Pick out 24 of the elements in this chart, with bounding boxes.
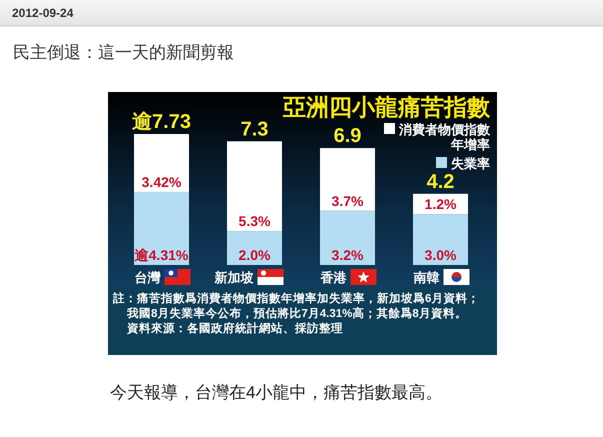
data-label: 3.2% bbox=[332, 247, 364, 263]
x-tick-label: 南韓 bbox=[412, 270, 440, 285]
x-tick-label: 新加坡 bbox=[214, 270, 254, 285]
text: 註：痛苦指數爲消費者物價指數年增率加失業率，新加坡爲6月資料；我國8月失業率今公布，預估將比7月4.31%高；其餘爲8月資料。 bbox=[112, 291, 480, 320]
data-label: 3.7% bbox=[332, 192, 364, 209]
data-label: 1.2% bbox=[424, 196, 457, 212]
title: 亞洲四小龍痛苦指數 bbox=[283, 94, 490, 120]
x-tick-label: 香港 bbox=[320, 270, 348, 285]
data-label: 3.0% bbox=[424, 247, 457, 263]
text: 今天報導，台灣在4小龍中，痛苦指數最高。 bbox=[110, 383, 442, 402]
legend-label: 消費者物價指數年增率 bbox=[398, 122, 491, 152]
source-note: 資料來源：各國政府統計網站、採訪整理 bbox=[126, 321, 343, 335]
total-label: 7.3 bbox=[240, 118, 268, 140]
x-tick-label: 台灣 bbox=[134, 270, 162, 285]
data-label: 5.3% bbox=[238, 213, 271, 230]
total-label: 6.9 bbox=[334, 125, 362, 148]
text: 民主倒退：這一天的新聞剪報 bbox=[13, 43, 234, 62]
legend-label: 失業率 bbox=[451, 156, 490, 171]
text: 2012-09-24 bbox=[12, 6, 74, 20]
data-label: 逾4.31% bbox=[134, 247, 189, 263]
data-label: 2.0% bbox=[238, 247, 271, 263]
total-label: 逾7.73 bbox=[132, 111, 191, 133]
total-label: 4.2 bbox=[426, 170, 454, 193]
data-label: 3.42% bbox=[142, 174, 182, 190]
